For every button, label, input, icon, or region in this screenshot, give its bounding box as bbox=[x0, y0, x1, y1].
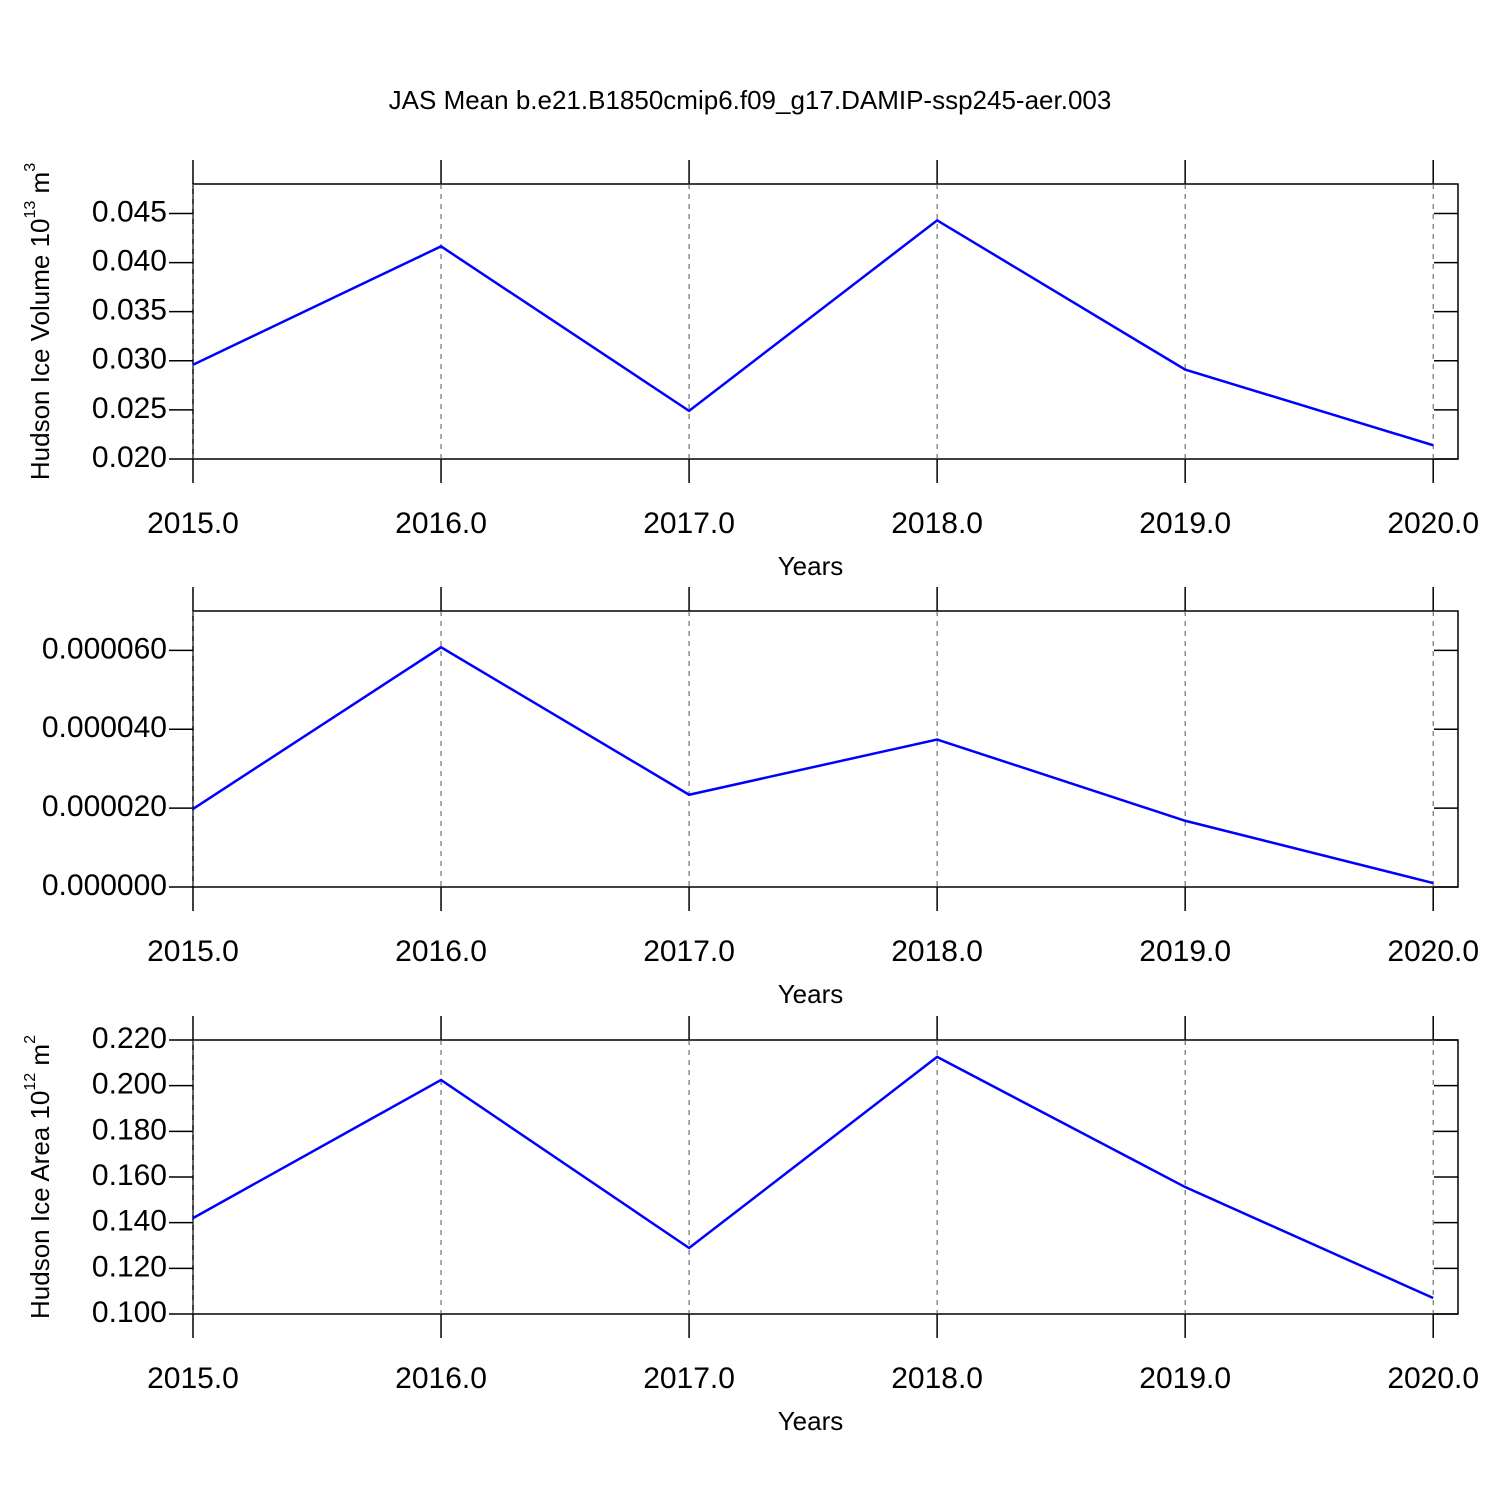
y-axis-label-exponent: 12 bbox=[22, 1073, 39, 1091]
y-axis-label-text: Hudson Ice Area 10 bbox=[25, 1091, 55, 1319]
y-tick-label: 0.120 bbox=[92, 1250, 167, 1283]
x-tick-label: 2017.0 bbox=[643, 1362, 735, 1395]
y-axis-label: Hudson Ice Volume 1013 m3 bbox=[22, 163, 55, 480]
y-tick-label: 0.020 bbox=[92, 441, 167, 474]
x-tick-label: 2016.0 bbox=[395, 507, 487, 540]
data-line bbox=[192, 645, 1434, 885]
y-tick-label: 0.045 bbox=[92, 195, 167, 228]
plot-frame bbox=[192, 183, 1459, 460]
y-tick-label: 0.025 bbox=[92, 392, 167, 425]
y-axis-label-exponent: 13 bbox=[22, 201, 39, 219]
x-tick-label: 2016.0 bbox=[395, 935, 487, 968]
x-tick-label: 2019.0 bbox=[1139, 935, 1231, 968]
y-tick-label: 0.200 bbox=[92, 1068, 167, 1101]
x-axis-label: Years bbox=[778, 979, 844, 1009]
data-line bbox=[192, 1055, 1434, 1300]
data-line bbox=[192, 218, 1434, 447]
y-tick-label: 0.220 bbox=[92, 1022, 167, 1055]
y-axis-label-text: Hudson Ice Volume 10 bbox=[25, 218, 55, 480]
y-axis-label-unit: m bbox=[25, 1044, 55, 1073]
y-tick-label: 0.100 bbox=[92, 1296, 167, 1329]
x-tick-label: 2020.0 bbox=[1387, 935, 1479, 968]
x-tick-label: 2020.0 bbox=[1387, 507, 1479, 540]
y-axis-label-unit-exponent: 3 bbox=[22, 163, 39, 172]
x-tick-label: 2019.0 bbox=[1139, 1362, 1231, 1395]
y-tick-label: 0.030 bbox=[92, 343, 167, 376]
x-tick-label: 2018.0 bbox=[891, 1362, 983, 1395]
x-tick-label: 2015.0 bbox=[147, 935, 239, 968]
chart-title: JAS Mean b.e21.B1850cmip6.f09_g17.DAMIP-… bbox=[389, 85, 1112, 115]
x-tick-label: 2015.0 bbox=[147, 507, 239, 540]
y-axis-label-unit-exponent: 2 bbox=[22, 1035, 39, 1044]
x-tick-label: 2020.0 bbox=[1387, 1362, 1479, 1395]
y-tick-label: 0.000040 bbox=[42, 711, 167, 744]
x-tick-label: 2017.0 bbox=[643, 507, 735, 540]
x-tick-label: 2017.0 bbox=[643, 935, 735, 968]
x-axis-label: Years bbox=[778, 1406, 844, 1436]
y-tick-label: 0.000020 bbox=[42, 790, 167, 823]
y-tick-label: 0.000060 bbox=[42, 632, 167, 665]
y-tick-label: 0.040 bbox=[92, 244, 167, 277]
y-tick-label: 0.035 bbox=[92, 294, 167, 327]
plot-frame bbox=[192, 1039, 1459, 1315]
y-axis-label-unit: m bbox=[25, 172, 55, 201]
y-axis-label: Hudson Ice Area 1012 m2 bbox=[22, 1035, 55, 1319]
y-tick-label: 0.180 bbox=[92, 1113, 167, 1146]
x-tick-label: 2015.0 bbox=[147, 1362, 239, 1395]
x-tick-label: 2016.0 bbox=[395, 1362, 487, 1395]
x-tick-label: 2018.0 bbox=[891, 507, 983, 540]
plot-frame bbox=[192, 610, 1459, 888]
x-tick-label: 2019.0 bbox=[1139, 507, 1231, 540]
y-tick-label: 0.160 bbox=[92, 1159, 167, 1192]
y-tick-label: 0.140 bbox=[92, 1205, 167, 1238]
x-tick-label: 2018.0 bbox=[891, 935, 983, 968]
y-tick-label: 0.000000 bbox=[42, 869, 167, 902]
x-axis-label: Years bbox=[778, 551, 844, 581]
